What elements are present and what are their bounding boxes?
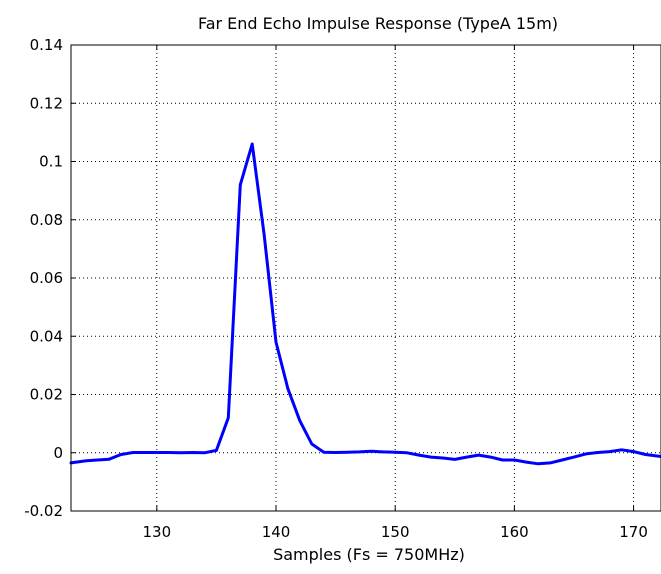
ticks [71, 44, 635, 512]
y-tick-label: 0.12 [30, 94, 63, 112]
x-tick-label: 170 [619, 523, 648, 541]
y-tick-label: 0.04 [30, 327, 63, 345]
y-tick-label: 0.08 [30, 211, 63, 229]
chart-title: Far End Echo Impulse Response (TypeA 15m… [198, 14, 558, 33]
y-tick-label: 0.06 [30, 269, 63, 287]
series-line [69, 142, 661, 466]
x-tick-label: 140 [262, 523, 291, 541]
x-tick-label: 160 [500, 523, 529, 541]
plot-area [69, 142, 661, 466]
grid [71, 45, 661, 511]
x-tick-label: 150 [381, 523, 410, 541]
x-axis-label: Samples (Fs = 750MHz) [273, 545, 465, 564]
y-tick-label: 0.1 [39, 153, 63, 171]
y-tick-label: 0.14 [30, 36, 63, 54]
x-tick-label: 130 [142, 523, 171, 541]
y-tick-label: 0.02 [30, 386, 63, 404]
y-tick-label: -0.02 [24, 502, 63, 520]
y-tick-label: 0 [53, 444, 63, 462]
tick-labels: 130 140 150 160 170 -0.02 0 0.02 0.04 0.06 0.08 0.1… [24, 36, 648, 541]
